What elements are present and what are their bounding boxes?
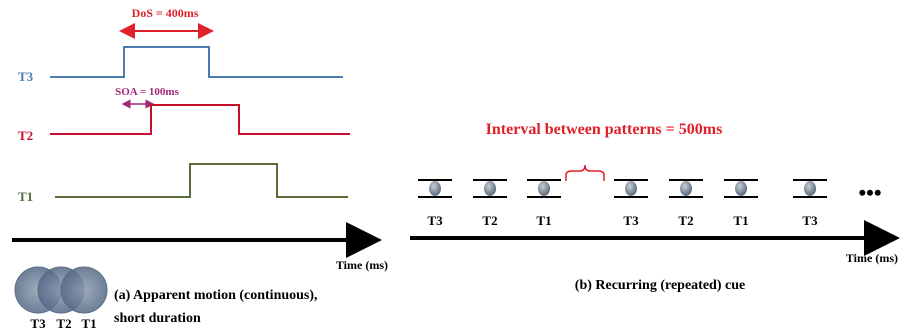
- left-time-axis-label: Time (ms): [336, 258, 388, 272]
- venn-circle-t1: [60, 266, 108, 314]
- cue-label: T3: [802, 213, 818, 228]
- cue-unit: T1: [724, 179, 758, 228]
- t2-pulse: [50, 104, 350, 135]
- caption-a-line2: short duration: [114, 311, 201, 326]
- cue-disc: [429, 181, 441, 196]
- cue-disc: [680, 181, 692, 196]
- t1-pulse: [55, 163, 348, 198]
- ellipsis: •••: [858, 180, 881, 205]
- t3-pulse: [50, 46, 343, 78]
- venn-label-t2: T2: [56, 316, 71, 331]
- cue-disc: [484, 181, 496, 196]
- interval-label: Interval between patterns = 500ms: [486, 121, 723, 138]
- cue-unit: T3: [418, 179, 452, 228]
- cue-unit: T3: [614, 179, 648, 228]
- cue-disc: [735, 181, 747, 196]
- cue-label: T2: [482, 213, 497, 228]
- cue-disc: [625, 181, 637, 196]
- cue-units: T3 T2 T1 T3 T2 T1 T3: [418, 179, 827, 228]
- cue-unit: T1: [527, 179, 561, 228]
- t1-track-label: T1: [18, 189, 33, 204]
- right-time-axis-label: Time (ms): [846, 251, 898, 265]
- cue-disc: [538, 181, 550, 196]
- cue-label: T3: [623, 213, 639, 228]
- venn-label-t1: T1: [81, 316, 96, 331]
- interval-brace: [565, 164, 605, 181]
- soa-label: SOA = 100ms: [115, 86, 179, 98]
- caption-a-line1: (a) Apparent motion (continuous),: [114, 288, 318, 303]
- cue-unit: T2: [473, 179, 507, 228]
- cue-label: T1: [536, 213, 551, 228]
- dos-label: DoS = 400ms: [132, 6, 199, 20]
- apparent-motion-venn: T3 T2 T1: [14, 266, 108, 331]
- cue-label: T3: [427, 213, 443, 228]
- caption-b: (b) Recurring (repeated) cue: [575, 278, 745, 293]
- cue-label: T1: [733, 213, 748, 228]
- cue-disc: [804, 181, 816, 196]
- venn-label-t3: T3: [30, 316, 46, 331]
- t2-track-label: T2: [18, 128, 33, 143]
- timing-diagram: DoS = 400ms T3 SOA = 100ms T2 T1 Time (m…: [12, 6, 388, 272]
- cue-unit: T3: [793, 179, 827, 228]
- cue-label: T2: [678, 213, 693, 228]
- t3-track-label: T3: [18, 69, 34, 84]
- cue-unit: T2: [669, 179, 703, 228]
- recurring-cue-diagram: Interval between patterns = 500ms T3 T2 T1…: [410, 121, 900, 293]
